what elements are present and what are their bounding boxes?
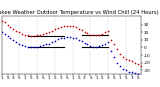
Point — [63, 26, 65, 27]
Point — [134, 62, 136, 63]
Point — [54, 40, 56, 41]
Point — [3, 22, 6, 23]
Point — [119, 53, 121, 54]
Point — [24, 45, 27, 47]
Point — [54, 29, 56, 30]
Point — [51, 30, 53, 31]
Point — [18, 43, 21, 44]
Point — [107, 41, 109, 43]
Point — [15, 41, 18, 43]
Point — [101, 44, 104, 46]
Point — [71, 26, 74, 27]
Point — [0, 20, 3, 22]
Point — [77, 39, 80, 41]
Point — [116, 48, 118, 50]
Point — [107, 30, 109, 31]
Point — [74, 38, 77, 39]
Point — [6, 35, 9, 37]
Point — [15, 30, 18, 31]
Point — [42, 33, 44, 35]
Point — [104, 32, 107, 33]
Point — [74, 26, 77, 28]
Point — [27, 35, 30, 36]
Point — [48, 32, 50, 33]
Point — [77, 28, 80, 29]
Point — [83, 42, 86, 44]
Point — [39, 34, 41, 35]
Point — [36, 46, 38, 47]
Point — [65, 25, 68, 26]
Point — [140, 66, 142, 67]
Point — [131, 72, 133, 73]
Point — [110, 51, 112, 52]
Title: Milwaukee Weather Outdoor Temperature vs Wind Chill (24 Hours): Milwaukee Weather Outdoor Temperature vs… — [0, 10, 159, 15]
Point — [68, 25, 71, 26]
Point — [45, 32, 47, 34]
Point — [9, 38, 12, 39]
Point — [92, 46, 95, 47]
Point — [30, 35, 32, 37]
Point — [71, 37, 74, 38]
Point — [6, 24, 9, 25]
Point — [136, 63, 139, 65]
Point — [33, 35, 36, 37]
Point — [136, 73, 139, 75]
Point — [60, 26, 62, 28]
Point — [89, 34, 92, 35]
Point — [80, 29, 83, 31]
Point — [134, 72, 136, 74]
Point — [0, 32, 3, 33]
Point — [128, 60, 130, 61]
Point — [95, 46, 98, 47]
Point — [21, 33, 24, 35]
Point — [86, 32, 89, 34]
Point — [63, 37, 65, 38]
Point — [98, 45, 101, 47]
Point — [122, 56, 124, 57]
Point — [89, 45, 92, 47]
Point — [45, 44, 47, 45]
Point — [18, 32, 21, 33]
Point — [101, 33, 104, 35]
Point — [113, 43, 115, 44]
Point — [113, 56, 115, 57]
Point — [42, 44, 44, 46]
Point — [60, 38, 62, 39]
Point — [9, 26, 12, 28]
Point — [68, 36, 71, 38]
Point — [3, 33, 6, 35]
Point — [110, 39, 112, 41]
Point — [104, 43, 107, 44]
Point — [125, 69, 127, 71]
Point — [65, 36, 68, 38]
Point — [86, 44, 89, 45]
Point — [33, 47, 36, 48]
Point — [57, 38, 59, 40]
Point — [125, 58, 127, 60]
Point — [57, 27, 59, 28]
Point — [12, 28, 15, 29]
Point — [122, 68, 124, 69]
Point — [92, 35, 95, 36]
Point — [48, 43, 50, 44]
Point — [116, 62, 118, 63]
Point — [95, 35, 98, 36]
Point — [39, 45, 41, 47]
Point — [98, 34, 101, 35]
Point — [140, 75, 142, 76]
Point — [119, 66, 121, 67]
Point — [80, 41, 83, 42]
Point — [36, 35, 38, 36]
Point — [128, 71, 130, 72]
Point — [24, 34, 27, 35]
Point — [83, 31, 86, 32]
Point — [131, 60, 133, 62]
Point — [12, 39, 15, 41]
Point — [30, 47, 32, 48]
Point — [51, 41, 53, 43]
Point — [27, 46, 30, 47]
Point — [21, 44, 24, 46]
